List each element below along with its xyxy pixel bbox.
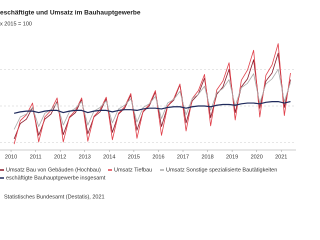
- x-tick-label: 2019: [226, 154, 238, 160]
- chart: eschäftigte und Umsatz im Bauhauptgewerb…: [0, 0, 300, 225]
- legend-label: Umsatz Sonstige spezialisierte Bautätigk…: [166, 167, 277, 173]
- chart-subtitle: x 2015 = 100: [0, 21, 32, 27]
- x-tick-label: 2010: [5, 154, 17, 160]
- x-tick-label: 2020: [251, 154, 263, 160]
- x-tick-label: 2018: [201, 154, 213, 160]
- legend-label: eschäftigte Bauhauptgewerbe insgesamt: [6, 175, 106, 181]
- x-tick-label: 2012: [54, 154, 66, 160]
- x-tick-label: 2021: [275, 154, 287, 160]
- series-line: [13, 68, 291, 130]
- source: Statistisches Bundesamt (Destatis), 2021: [4, 194, 105, 200]
- x-tick-label: 2014: [103, 154, 115, 160]
- x-tick-label: 2015: [128, 154, 140, 160]
- x-tick-label: 2013: [79, 154, 91, 160]
- series-line: [13, 101, 291, 114]
- legend-label: Umsatz Tiefbau: [114, 167, 152, 173]
- legend-label: Umsatz Bau von Gebäuden (Hochbau): [6, 167, 101, 173]
- chart-title: eschäftigte und Umsatz im Bauhauptgewerb…: [0, 10, 141, 17]
- x-tick-label: 2011: [30, 154, 42, 160]
- series-line: [13, 43, 291, 145]
- x-tick-label: 2016: [152, 154, 164, 160]
- background: [0, 0, 300, 225]
- x-tick-label: 2017: [177, 154, 189, 160]
- page: eschäftigte und Umsatz im Bauhauptgewerb…: [0, 0, 300, 225]
